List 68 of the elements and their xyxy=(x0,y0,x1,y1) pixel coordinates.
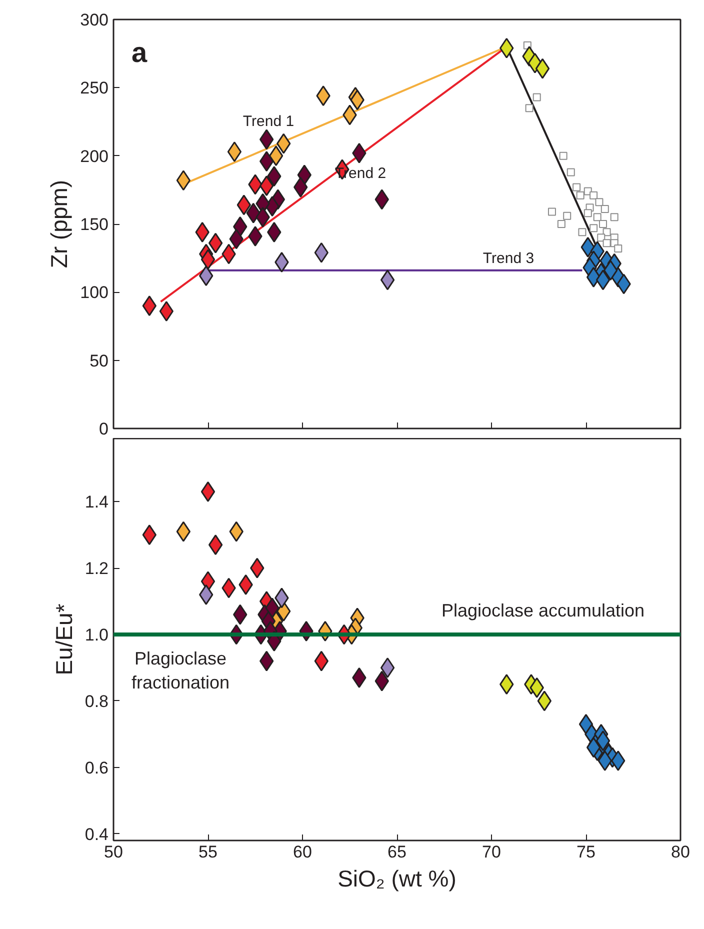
point xyxy=(602,239,611,248)
annotation: Trend 3 xyxy=(482,250,534,267)
point xyxy=(578,228,586,236)
point xyxy=(200,249,216,270)
point xyxy=(563,212,572,220)
point xyxy=(595,198,604,206)
y-axis-title: Eu/Eu* xyxy=(50,604,77,676)
point xyxy=(599,220,608,228)
y-tick-label: 1.0 xyxy=(84,626,109,645)
y-tick-label: 250 xyxy=(80,78,109,98)
point xyxy=(559,152,568,160)
y-tick-label: 300 xyxy=(80,10,109,30)
point xyxy=(535,58,550,79)
y-tick-label: 0 xyxy=(99,420,109,438)
point xyxy=(603,260,618,281)
point xyxy=(610,213,618,222)
x-tick-label: 80 xyxy=(671,842,690,862)
annotation: Trend 1 xyxy=(242,113,294,130)
point xyxy=(208,232,223,254)
point xyxy=(532,93,541,102)
x-tick-label: 70 xyxy=(482,842,501,862)
point xyxy=(602,228,611,236)
point xyxy=(227,141,242,162)
y-tick-label: 0.8 xyxy=(84,692,109,711)
annotation: a xyxy=(132,37,148,68)
point xyxy=(596,270,610,290)
y-tick-label: 100 xyxy=(80,283,109,302)
point xyxy=(593,213,602,222)
y-tick-label: 150 xyxy=(80,215,109,234)
point xyxy=(586,266,601,288)
point xyxy=(268,146,284,166)
point xyxy=(586,737,601,758)
point xyxy=(597,234,606,242)
point xyxy=(576,191,584,200)
x-tick-label: 60 xyxy=(293,842,312,862)
point xyxy=(537,690,552,712)
y-tick-label: 0.4 xyxy=(84,824,109,844)
point xyxy=(548,208,556,216)
x-tick-label: 65 xyxy=(388,842,406,862)
x-tick-label: 75 xyxy=(576,842,596,862)
x-tick-label: 50 xyxy=(104,842,123,862)
y-axis-title: Zr (ppm) xyxy=(46,180,72,268)
annotation: Plagioclase fractionation xyxy=(131,648,230,692)
y-tick-label: 1.4 xyxy=(84,492,109,512)
point xyxy=(200,481,216,502)
point xyxy=(584,209,592,218)
point xyxy=(614,244,622,253)
y-tick-label: 0.6 xyxy=(84,758,109,778)
point xyxy=(176,170,191,191)
point xyxy=(208,534,223,556)
point xyxy=(566,168,575,176)
point xyxy=(596,730,610,752)
point xyxy=(380,270,395,290)
point xyxy=(159,301,174,322)
annotation: Plagioclase accumulation xyxy=(441,600,645,620)
point xyxy=(572,183,581,192)
y-tick-label: 50 xyxy=(90,351,109,370)
y-tick-label: 200 xyxy=(80,146,109,166)
point xyxy=(600,205,609,214)
point xyxy=(380,657,395,678)
point xyxy=(590,191,598,200)
point xyxy=(176,521,191,542)
point xyxy=(557,220,566,228)
point xyxy=(525,104,534,112)
x-axis-title: SiO₂ (wt %) xyxy=(338,866,456,892)
y-tick-label: 1.2 xyxy=(84,559,109,578)
point xyxy=(590,224,598,232)
x-tick-label: 55 xyxy=(198,842,218,862)
